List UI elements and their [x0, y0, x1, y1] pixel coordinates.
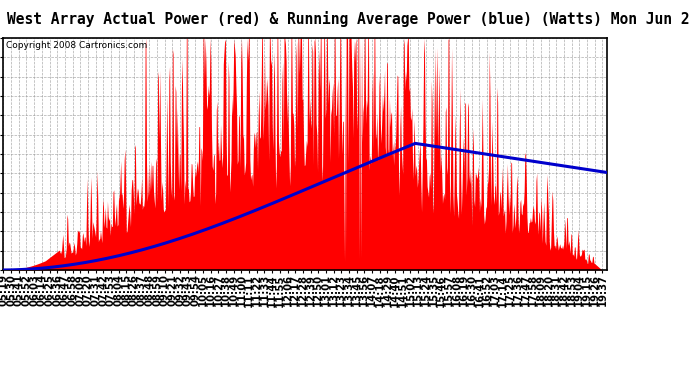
Text: Copyright 2008 Cartronics.com: Copyright 2008 Cartronics.com: [6, 41, 148, 50]
Text: West Array Actual Power (red) & Running Average Power (blue) (Watts) Mon Jun 2 1: West Array Actual Power (red) & Running …: [7, 11, 690, 27]
